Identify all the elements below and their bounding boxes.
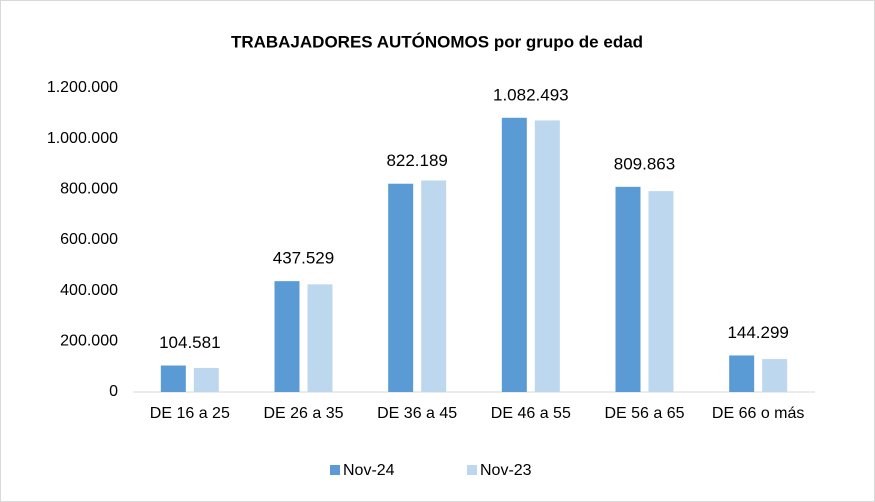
bar: [648, 191, 674, 392]
x-tick-label: DE 26 a 35: [263, 405, 343, 422]
bar: [615, 186, 641, 392]
data-label: 104.581: [159, 333, 220, 352]
bar: [421, 180, 447, 392]
data-label: 809.863: [614, 154, 675, 173]
y-tick-label: 1.000.000: [47, 130, 118, 147]
data-label: 822.189: [386, 151, 447, 170]
x-tick-label: DE 66 o más: [712, 405, 804, 422]
x-tick-label: DE 36 a 45: [377, 405, 457, 422]
bar: [193, 367, 219, 392]
data-label: 1.082.493: [493, 85, 569, 104]
bar: [307, 284, 333, 392]
legend-swatch: [467, 465, 477, 475]
y-tick-label: 600.000: [60, 231, 118, 248]
data-label: 144.299: [727, 323, 788, 342]
bar: [729, 355, 755, 392]
bar: [501, 117, 527, 393]
bar: [388, 183, 414, 392]
bar: [762, 359, 788, 392]
x-tick-label: DE 16 a 25: [150, 405, 230, 422]
x-tick-label: DE 56 a 65: [604, 405, 684, 422]
y-tick-label: 0: [109, 383, 118, 400]
y-tick-label: 1.200.000: [47, 79, 118, 96]
bar: [534, 120, 560, 392]
bar: [160, 365, 186, 392]
chart-title: TRABAJADORES AUTÓNOMOS por grupo de edad: [231, 32, 643, 51]
legend-label: Nov-24: [343, 462, 395, 479]
legend-label: Nov-23: [480, 462, 532, 479]
data-label: 437.529: [273, 249, 334, 268]
bar: [274, 281, 300, 392]
y-tick-label: 800.000: [60, 181, 118, 198]
x-tick-label: DE 46 a 55: [491, 405, 571, 422]
y-tick-label: 400.000: [60, 282, 118, 299]
legend-swatch: [330, 465, 340, 475]
y-tick-label: 200.000: [60, 333, 118, 350]
